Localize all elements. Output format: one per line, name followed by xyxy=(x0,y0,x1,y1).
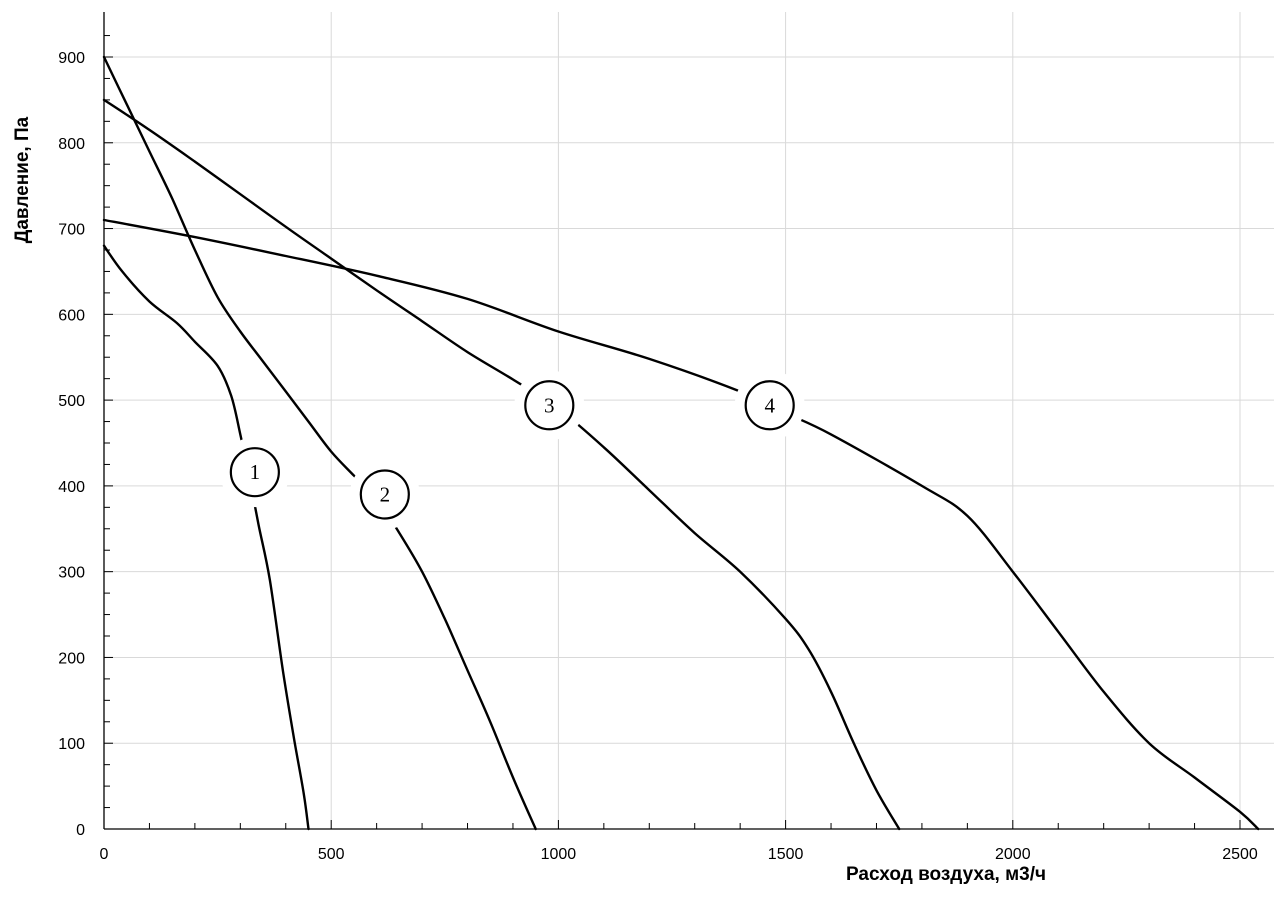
curve-label-1: 1 xyxy=(250,460,261,484)
grid xyxy=(104,12,1274,829)
curve-2 xyxy=(102,55,537,831)
curve-1 xyxy=(102,244,310,831)
y-tick-label: 900 xyxy=(58,50,85,67)
x-tick-label: 500 xyxy=(318,846,345,863)
x-tick-label: 1500 xyxy=(768,846,804,863)
y-tick-label: 700 xyxy=(58,222,85,239)
y-tick-label: 600 xyxy=(58,307,85,324)
curve-label-circle-2 xyxy=(359,469,410,520)
y-tick-label: 400 xyxy=(58,479,85,496)
axes: 0 500 1000 1500 2000 2500 0 100 200 300 400 500 600 7… xyxy=(58,12,1274,863)
curve-label-4: 4 xyxy=(764,393,775,417)
x-tick-label: 2000 xyxy=(995,846,1031,863)
curve-label-3: 3 xyxy=(544,393,555,417)
y-tick-label: 800 xyxy=(58,136,85,153)
curves xyxy=(102,55,1260,831)
x-tick-label: 1000 xyxy=(541,846,577,863)
y-axis-title: Давление, Па xyxy=(12,116,33,243)
y-tick-label: 500 xyxy=(58,393,85,410)
curve-label-circle-4 xyxy=(744,380,795,431)
y-tick-label: 100 xyxy=(58,736,85,753)
curve-labels: 1 2 3 4 xyxy=(219,370,805,530)
curve-4 xyxy=(102,218,1260,831)
x-tick-label: 0 xyxy=(100,846,109,863)
y-tick-label: 300 xyxy=(58,565,85,582)
curve-label-circle-1 xyxy=(229,447,280,498)
curve-label-circle-3 xyxy=(524,380,575,431)
curve-label-2: 2 xyxy=(380,482,391,506)
y-tick-label: 200 xyxy=(58,650,85,667)
x-tick-label: 2500 xyxy=(1222,846,1258,863)
y-tick-label: 0 xyxy=(76,822,85,839)
x-axis-title: Расход воздуха, м3/ч xyxy=(846,864,1046,885)
